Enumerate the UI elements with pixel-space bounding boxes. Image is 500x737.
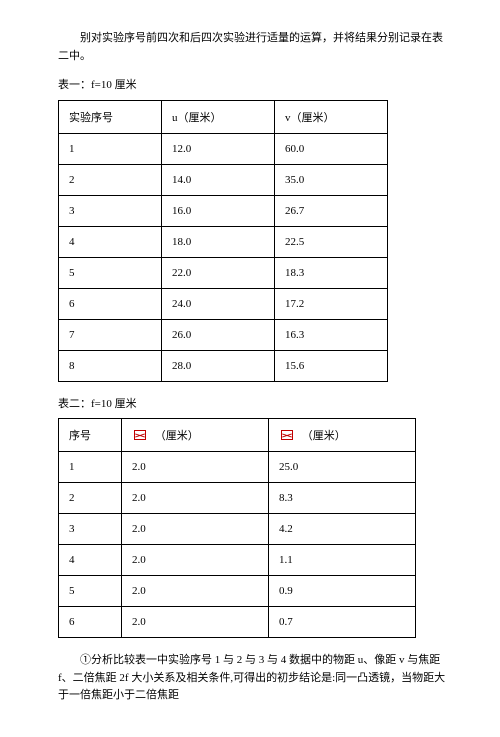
- cell: 26.7: [275, 195, 388, 226]
- cell: 60.0: [275, 133, 388, 164]
- table-row: 2 14.0 35.0: [59, 164, 388, 195]
- table1-header-0: 实验序号: [59, 100, 162, 133]
- cell: 2: [59, 483, 122, 514]
- cell: 6: [59, 607, 122, 638]
- table2-header-col2: （厘米）: [122, 419, 269, 452]
- header-unit: （厘米）: [155, 430, 199, 442]
- cell: 1: [59, 133, 162, 164]
- table2-header-col3: （厘米）: [269, 419, 416, 452]
- cell: 18.0: [162, 226, 275, 257]
- table-row: 6 2.0 0.7: [59, 607, 416, 638]
- table1-header-2: v（厘米）: [275, 100, 388, 133]
- cell: 4.2: [269, 514, 416, 545]
- cell: 25.0: [269, 452, 416, 483]
- cell: 35.0: [275, 164, 388, 195]
- cell: 7: [59, 319, 162, 350]
- cell: 5: [59, 257, 162, 288]
- missing-image-icon: [134, 430, 146, 440]
- table-row: 8 28.0 15.6: [59, 350, 388, 381]
- cell: 16.3: [275, 319, 388, 350]
- cell: 3: [59, 195, 162, 226]
- table2-caption: 表二：f=10 厘米: [58, 396, 452, 413]
- table-row: 7 26.0 16.3: [59, 319, 388, 350]
- table1-header-row: 实验序号 u（厘米） v（厘米）: [59, 100, 388, 133]
- table-row: 3 2.0 4.2: [59, 514, 416, 545]
- cell: 4: [59, 226, 162, 257]
- cell: 4: [59, 545, 122, 576]
- table2-header-row: 序号 （厘米） （厘米）: [59, 419, 416, 452]
- cell: 14.0: [162, 164, 275, 195]
- cell: 3: [59, 514, 122, 545]
- missing-image-icon: [281, 430, 293, 440]
- cell: 2.0: [122, 545, 269, 576]
- cell: 6: [59, 288, 162, 319]
- cell: 28.0: [162, 350, 275, 381]
- table-row: 6 24.0 17.2: [59, 288, 388, 319]
- cell: 12.0: [162, 133, 275, 164]
- table-2: 序号 （厘米） （厘米） 1 2.0 25.0 2 2.0 8.3 3 2.0 …: [58, 418, 416, 638]
- cell: 0.9: [269, 576, 416, 607]
- cell: 2.0: [122, 607, 269, 638]
- table-row: 5 22.0 18.3: [59, 257, 388, 288]
- cell: 22.0: [162, 257, 275, 288]
- cell: 16.0: [162, 195, 275, 226]
- cell: 26.0: [162, 319, 275, 350]
- cell: 8: [59, 350, 162, 381]
- cell: 1.1: [269, 545, 416, 576]
- table-row: 1 12.0 60.0: [59, 133, 388, 164]
- table1-caption: 表一：f=10 厘米: [58, 77, 452, 94]
- cell: 17.2: [275, 288, 388, 319]
- cell: 2.0: [122, 452, 269, 483]
- table-row: 3 16.0 26.7: [59, 195, 388, 226]
- header-unit: （厘米）: [302, 430, 346, 442]
- intro-paragraph: 别对实验序号前四次和后四次实验进行适量的运算，并将结果分别记录在表二中。: [58, 30, 452, 65]
- table-1: 实验序号 u（厘米） v（厘米） 1 12.0 60.0 2 14.0 35.0…: [58, 100, 388, 382]
- cell: 15.6: [275, 350, 388, 381]
- cell: 0.7: [269, 607, 416, 638]
- conclusion-paragraph: ①分析比较表一中实验序号 1 与 2 与 3 与 4 数据中的物距 u、像距 v…: [58, 652, 452, 705]
- cell: 2.0: [122, 483, 269, 514]
- cell: 24.0: [162, 288, 275, 319]
- table-row: 5 2.0 0.9: [59, 576, 416, 607]
- cell: 2: [59, 164, 162, 195]
- table-row: 2 2.0 8.3: [59, 483, 416, 514]
- table-row: 4 18.0 22.5: [59, 226, 388, 257]
- table-row: 4 2.0 1.1: [59, 545, 416, 576]
- table-row: 1 2.0 25.0: [59, 452, 416, 483]
- cell: 5: [59, 576, 122, 607]
- cell: 2.0: [122, 514, 269, 545]
- table2-header-num: 序号: [59, 419, 122, 452]
- cell: 1: [59, 452, 122, 483]
- cell: 8.3: [269, 483, 416, 514]
- cell: 18.3: [275, 257, 388, 288]
- table1-header-1: u（厘米）: [162, 100, 275, 133]
- cell: 22.5: [275, 226, 388, 257]
- cell: 2.0: [122, 576, 269, 607]
